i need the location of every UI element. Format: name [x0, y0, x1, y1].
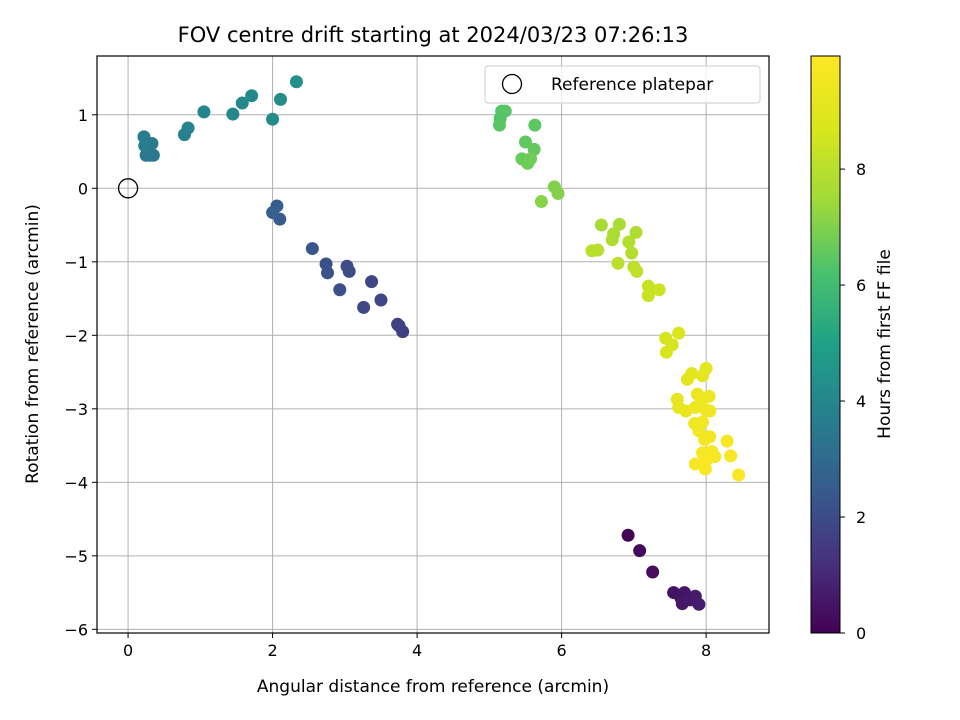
chart-title: FOV centre drift starting at 2024/03/23 … — [178, 23, 689, 47]
data-point — [374, 293, 388, 307]
data-point — [652, 283, 666, 297]
data-point — [197, 105, 211, 119]
reference-platepar-point — [117, 178, 139, 199]
data-point — [492, 118, 506, 132]
data-point — [641, 279, 655, 293]
data-point — [245, 89, 259, 103]
data-point — [622, 235, 636, 249]
data-point — [181, 121, 195, 135]
y-axis-ticks: 1 0 −1 −2 −3 −4 −5 −6 — [64, 106, 97, 639]
y-tick-label: −4 — [64, 473, 88, 492]
data-point — [633, 544, 647, 558]
data-point — [629, 225, 643, 239]
reference-marker — [117, 178, 139, 199]
data-point — [641, 289, 655, 303]
data-point — [720, 434, 734, 448]
legend: Reference platepar — [484, 65, 761, 104]
y-tick-label: −5 — [64, 547, 88, 566]
data-point — [518, 135, 532, 149]
legend-marker-reference — [501, 73, 523, 95]
y-tick-label: −2 — [64, 326, 88, 345]
colorbar-ticks: 0 2 4 6 8 — [840, 160, 866, 643]
x-axis-label: Angular distance from reference (arcmin) — [257, 677, 609, 697]
data-point — [703, 430, 717, 444]
data-point — [696, 369, 710, 383]
data-point — [732, 468, 746, 482]
y-tick-label: −3 — [64, 400, 88, 419]
y-tick-label: −6 — [64, 620, 88, 639]
data-point — [340, 259, 354, 273]
colorbar-tick-label: 4 — [856, 392, 866, 411]
data-point — [365, 275, 379, 289]
colorbar-tick-label: 0 — [856, 624, 866, 643]
data-point — [659, 345, 673, 359]
data-point — [605, 233, 619, 247]
data-point — [305, 242, 319, 256]
data-point — [611, 256, 625, 270]
data-point — [392, 319, 406, 333]
colorbar-tick-label: 6 — [856, 276, 866, 295]
data-point — [357, 300, 371, 314]
data-point — [551, 186, 565, 200]
data-point — [612, 217, 626, 231]
x-tick-label: 0 — [123, 641, 133, 660]
legend-entry-reference-platepar: Reference platepar — [551, 75, 713, 95]
plot-frame — [96, 55, 770, 634]
data-point — [226, 107, 240, 121]
y-tick-label: 0 — [78, 179, 88, 198]
x-tick-label: 8 — [701, 641, 711, 660]
data-point — [534, 195, 548, 209]
x-axis-ticks: 0 2 4 6 8 — [123, 633, 711, 660]
data-point — [625, 246, 639, 260]
data-point — [266, 112, 280, 126]
data-point — [724, 449, 738, 463]
y-axis-label: Rotation from reference (arcmin) — [23, 204, 43, 484]
data-point — [528, 118, 542, 132]
data-point — [333, 283, 347, 297]
data-point — [266, 206, 280, 220]
data-point — [692, 597, 706, 611]
colorbar-label: Hours from first FF file — [875, 249, 895, 439]
y-tick-label: 1 — [78, 106, 88, 125]
x-tick-label: 6 — [557, 641, 567, 660]
data-point — [235, 96, 249, 110]
data-point — [138, 139, 152, 153]
data-point — [680, 372, 694, 386]
data-point — [146, 148, 160, 162]
data-points — [137, 75, 746, 611]
y-tick-label: −1 — [64, 253, 88, 272]
colorbar-gradient — [810, 55, 841, 634]
data-point — [319, 257, 333, 271]
data-point — [699, 453, 713, 467]
data-point — [688, 457, 702, 471]
x-tick-label: 4 — [412, 641, 422, 660]
data-point — [646, 565, 660, 579]
data-point — [621, 528, 635, 542]
data-point — [591, 243, 605, 257]
data-point — [672, 326, 686, 340]
colorbar-tick-label: 2 — [856, 508, 866, 527]
data-point — [524, 152, 538, 166]
colorbar: 0 2 4 6 8 Hours from first FF file — [810, 55, 895, 643]
data-point — [702, 389, 716, 403]
colorbar-tick-label: 8 — [856, 160, 866, 179]
data-point — [498, 104, 512, 118]
data-point — [274, 92, 288, 106]
data-point — [630, 264, 644, 278]
data-point — [703, 404, 717, 418]
legend-box — [484, 65, 761, 104]
data-point — [289, 75, 303, 89]
data-point — [688, 400, 702, 414]
data-point — [594, 218, 608, 232]
x-tick-label: 2 — [267, 641, 277, 660]
